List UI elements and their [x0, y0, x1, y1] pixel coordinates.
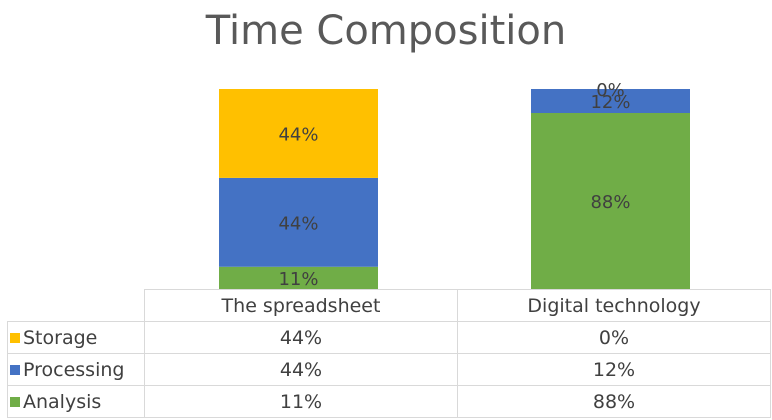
table-row: Processing 44% 12% [7, 353, 771, 386]
data-label: 44% [278, 124, 318, 145]
table-cell: 11% [144, 385, 458, 418]
table-row: Storage 44% 0% [7, 321, 771, 354]
bar-segment-storage [219, 89, 378, 178]
table-cell: 88% [457, 385, 771, 418]
data-label: 88% [590, 192, 630, 213]
table-cell: 12% [457, 353, 771, 386]
table-header-row: The spreadsheet Digital technology [7, 289, 771, 322]
data-label: 11% [278, 269, 318, 289]
data-label: 44% [278, 213, 318, 234]
category-label: The spreadsheet [144, 289, 458, 322]
bar-segment-analysis [531, 113, 690, 289]
plot-area: 11% 44% 44% 88% 12%0% [219, 80, 690, 289]
series-label: Storage [23, 326, 98, 349]
legend-key-analysis [10, 397, 20, 407]
series-label: Processing [23, 358, 125, 381]
series-label: Analysis [23, 390, 102, 413]
legend-key-processing [10, 365, 20, 375]
data-label: 0% [596, 80, 625, 101]
bar-segment-processing [531, 89, 690, 113]
table-row: Analysis 11% 88% [7, 385, 771, 418]
bar-segment-analysis [219, 266, 378, 289]
bar-segment-processing [219, 177, 378, 267]
table-cell: 0% [457, 321, 771, 354]
data-table: The spreadsheet Digital technology Stora… [7, 289, 771, 418]
legend-key-storage [10, 333, 20, 343]
data-label: 12% [590, 92, 630, 113]
chart-title: Time Composition [205, 8, 567, 54]
table-cell: 44% [144, 353, 458, 386]
category-label: Digital technology [457, 289, 771, 322]
table-corner [7, 289, 145, 322]
table-cell: 44% [144, 321, 458, 354]
